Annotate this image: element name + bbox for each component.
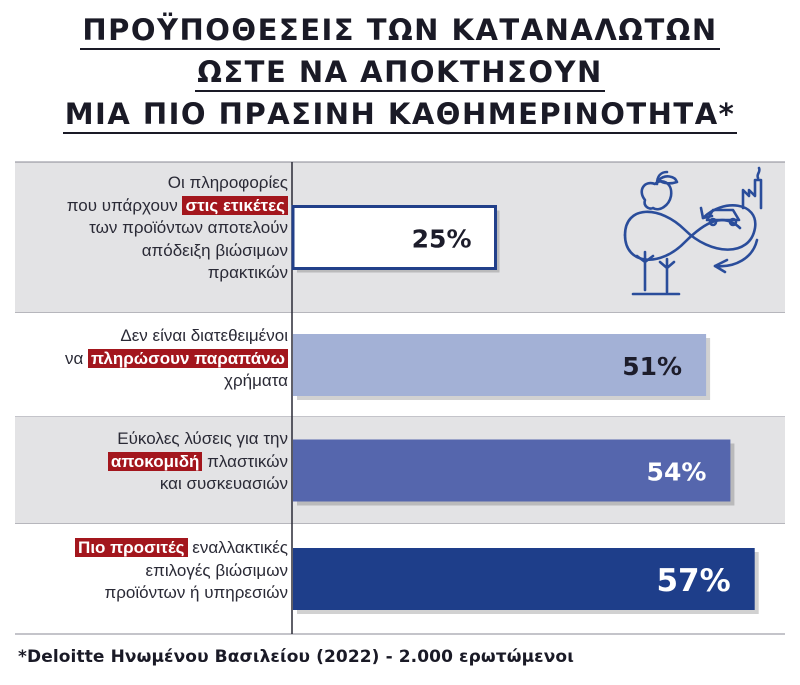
category-label-line: να πληρώσουν παραπάνω <box>16 348 288 371</box>
title-line-2: ΩΣΤΕ ΝΑ ΑΠΟΚΤΗΣΟΥΝ <box>195 56 605 92</box>
highlighted-phrase: πληρώσουν παραπάνω <box>88 348 288 368</box>
category-label-3: Εύκολες λύσεις για την αποκομιδή πλαστικώ… <box>16 428 288 496</box>
highlighted-phrase: στις ετικέτες <box>182 195 288 215</box>
value-label-4: 57% <box>656 563 730 599</box>
label-text: να <box>64 348 89 368</box>
category-label-line: Εύκολες λύσεις για την <box>16 428 288 451</box>
sustainability-cycle-icon <box>623 166 763 296</box>
title-line-1: ΠΡΟΫΠΟΘΕΣΕΙΣ ΤΩΝ ΚΑΤΑΝΑΛΩΤΩΝ <box>80 14 720 50</box>
label-text: πλαστικών <box>202 451 288 471</box>
value-label-2: 51% <box>622 352 682 381</box>
category-label-line: προϊόντων ή υπηρεσιών <box>16 582 288 605</box>
label-text: προϊόντων ή υπηρεσιών <box>104 583 288 602</box>
chart-title: ΠΡΟΫΠΟΘΕΣΕΙΣ ΤΩΝ ΚΑΤΑΝΑΛΩΤΩΝ ΩΣΤΕ ΝΑ ΑΠΟ… <box>0 14 800 140</box>
source-footnote: *Deloitte Ηνωμένου Βασιλείου (2022) - 2.… <box>18 647 574 667</box>
highlighted-phrase: Πιο προσιτές <box>75 538 188 557</box>
category-label-1: Οι πληροφορίες που υπάρχουν στις ετικέτες… <box>16 172 288 285</box>
category-label-line: Πιο προσιτές εναλλακτικές <box>16 537 288 560</box>
category-label-line: επιλογές βιώσιμων <box>16 560 288 583</box>
highlighted-phrase: αποκομιδή <box>107 451 203 471</box>
label-text: επιλογές βιώσιμων <box>145 560 288 580</box>
category-label-line: χρήματα <box>16 370 288 393</box>
category-label-4: Πιο προσιτές εναλλακτικές επιλογές βιώσιμ… <box>16 537 288 605</box>
label-text: Οι πληροφορίες <box>167 173 288 192</box>
category-label-line: των προϊόντων αποτελούν <box>16 217 288 240</box>
label-text: Δεν είναι διατεθειμένοι <box>120 326 288 345</box>
value-label-3: 54% <box>647 458 707 487</box>
category-label-line: Δεν είναι διατεθειμένοι <box>16 325 288 348</box>
category-label-line: και συσκευασιών <box>16 473 288 496</box>
category-label-line: πρακτικών <box>16 262 288 285</box>
label-text: των προϊόντων αποτελούν <box>89 218 288 237</box>
category-label-line: που υπάρχουν στις ετικέτες <box>16 195 288 218</box>
label-text: πρακτικών <box>207 263 288 282</box>
label-text: εναλλακτικές <box>187 538 288 557</box>
bar-2 <box>293 334 707 396</box>
bar-3 <box>293 439 731 502</box>
bar-4 <box>293 548 755 610</box>
label-text: και συσκευασιών <box>159 474 288 493</box>
bar-1 <box>291 205 497 270</box>
category-label-2: Δεν είναι διατεθειμένοι να πληρώσουν παρα… <box>16 325 288 393</box>
category-label-line: απόδειξη βιώσιμων <box>16 240 288 263</box>
title-line-3: ΜΙΑ ΠΙΟ ΠΡΑΣΙΝΗ ΚΑΘΗΜΕΡΙΝΟΤΗΤΑ* <box>62 98 738 134</box>
category-label-line: Οι πληροφορίες <box>16 172 288 195</box>
label-text: Εύκολες λύσεις για την <box>117 429 288 448</box>
label-text: χρήματα <box>224 371 288 390</box>
label-text: που υπάρχουν <box>66 195 183 215</box>
value-label-1: 25% <box>412 225 472 254</box>
label-text: απόδειξη βιώσιμων <box>141 240 288 260</box>
category-label-line: αποκομιδή πλαστικών <box>16 451 288 474</box>
